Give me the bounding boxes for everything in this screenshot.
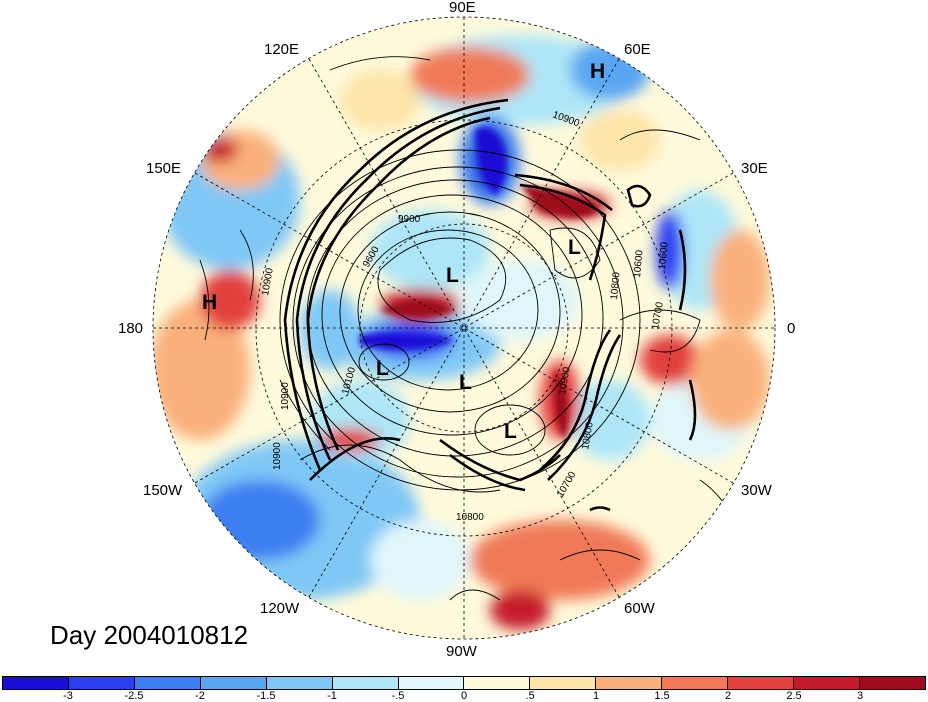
- colorbar-swatch: [68, 677, 135, 689]
- colorbar-tick-label: -3: [63, 690, 73, 702]
- colorbar-tick-label: -2: [195, 690, 205, 702]
- graticule: [153, 17, 775, 639]
- lon-label-150w: 150W: [143, 482, 183, 499]
- contour-label: 10800: [456, 512, 484, 523]
- lon-label-60w: 60W: [624, 600, 655, 617]
- colorbar-tick-label: -1.5: [256, 690, 276, 702]
- colorbar-swatch: [530, 677, 597, 689]
- contour-label: 9900: [398, 214, 421, 225]
- colorbar-tick-label: 0: [460, 690, 468, 702]
- colorbar-swatch: [596, 677, 663, 689]
- pressure-center-label: L: [504, 420, 517, 443]
- pressure-center-label: H: [590, 60, 605, 83]
- colorbar-swatch: [266, 677, 333, 689]
- contour-label: 10900: [260, 267, 276, 297]
- jet-contours: [283, 98, 697, 512]
- contour-label: 10600: [657, 241, 670, 270]
- colorbar-swatch: [794, 677, 860, 689]
- colorbar-tick-label: .5: [525, 690, 535, 702]
- contour-label: 10600: [632, 249, 645, 278]
- colorbar-swatch: [859, 677, 925, 689]
- colorbar-tick-label: -1: [327, 690, 337, 702]
- colorbar-swatch: [332, 677, 399, 689]
- lon-label-90w: 90W: [446, 643, 477, 660]
- colorbar-tick-label: 1.5: [654, 690, 670, 702]
- colorbar-swatch: [398, 677, 465, 689]
- lon-label-180: 180: [118, 320, 144, 337]
- pressure-center-label: L: [568, 236, 581, 259]
- pressure-center-label: L: [376, 357, 389, 380]
- lon-label-120w: 120W: [260, 600, 300, 617]
- colorbar-swatch: [3, 677, 69, 689]
- contour-label: 10900: [280, 382, 291, 410]
- lon-label-150e: 150E: [146, 160, 182, 177]
- contour-label: 10800: [580, 421, 596, 451]
- colorbar-swatch: [134, 677, 201, 689]
- colorbar-tick-label: 2.5: [786, 690, 802, 702]
- colorbar-swatch: [728, 677, 795, 689]
- colorbar-tick-label: -.5: [391, 690, 405, 702]
- contour-label: 10700: [650, 301, 666, 331]
- colorbar-swatch: [200, 677, 267, 689]
- lon-label-60e: 60E: [624, 41, 651, 58]
- height-contours: [199, 56, 741, 601]
- contour-label: 10900: [272, 442, 283, 470]
- lon-label-120e: 120E: [264, 41, 300, 58]
- map-boundary: [152, 16, 776, 640]
- contour-label: 10800: [609, 271, 622, 300]
- anomaly-field: H H L L L L L 10900 9900 9600 10900 1060…: [153, 17, 775, 639]
- pressure-center-label: L: [459, 371, 472, 394]
- pressure-center-label: H: [202, 291, 217, 314]
- day-title: Day 2004010812: [50, 620, 249, 650]
- colorbar: [2, 676, 926, 690]
- colorbar-swatch: [662, 677, 729, 689]
- lon-label-90e: 90E: [449, 0, 476, 16]
- colorbar-tick-label: 3: [856, 690, 864, 702]
- colorbar-swatch: [464, 677, 531, 689]
- contour-label: 10900: [557, 366, 573, 396]
- lon-label-30e: 30E: [741, 160, 768, 177]
- pressure-center-label: L: [446, 264, 459, 287]
- colorbar-tick-label: 1: [592, 690, 600, 702]
- lon-label-0: 0: [787, 320, 796, 337]
- colorbar-tick-label: 2: [724, 690, 732, 702]
- colorbar-tick-label: -2.5: [124, 690, 144, 702]
- lon-label-30w: 30W: [741, 482, 772, 499]
